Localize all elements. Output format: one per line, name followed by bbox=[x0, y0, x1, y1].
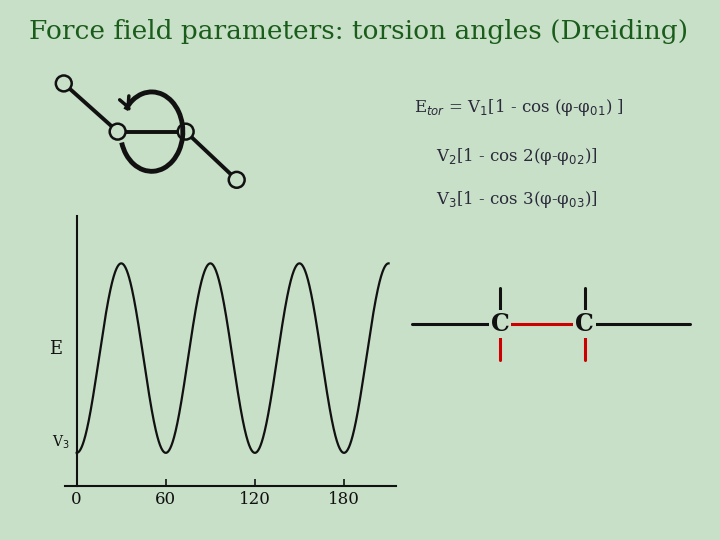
Text: V$_3$[1 - cos 3(φ-φ$_{03}$)]: V$_3$[1 - cos 3(φ-φ$_{03}$)] bbox=[436, 189, 597, 210]
Text: C: C bbox=[490, 312, 509, 336]
Circle shape bbox=[56, 76, 72, 91]
Text: C: C bbox=[575, 312, 594, 336]
Circle shape bbox=[178, 124, 194, 139]
Text: V$_3$: V$_3$ bbox=[52, 434, 69, 451]
Text: Force field parameters: torsion angles (Dreiding): Force field parameters: torsion angles (… bbox=[29, 19, 688, 44]
Text: V$_2$[1 - cos 2(φ-φ$_{02}$)]: V$_2$[1 - cos 2(φ-φ$_{02}$)] bbox=[436, 146, 597, 167]
Text: E$_{tor}$ = V$_1$[1 - cos (φ-φ$_{01}$) ]: E$_{tor}$ = V$_1$[1 - cos (φ-φ$_{01}$) ] bbox=[414, 97, 624, 118]
Text: E: E bbox=[50, 340, 63, 357]
Circle shape bbox=[229, 172, 245, 188]
Circle shape bbox=[109, 124, 125, 139]
